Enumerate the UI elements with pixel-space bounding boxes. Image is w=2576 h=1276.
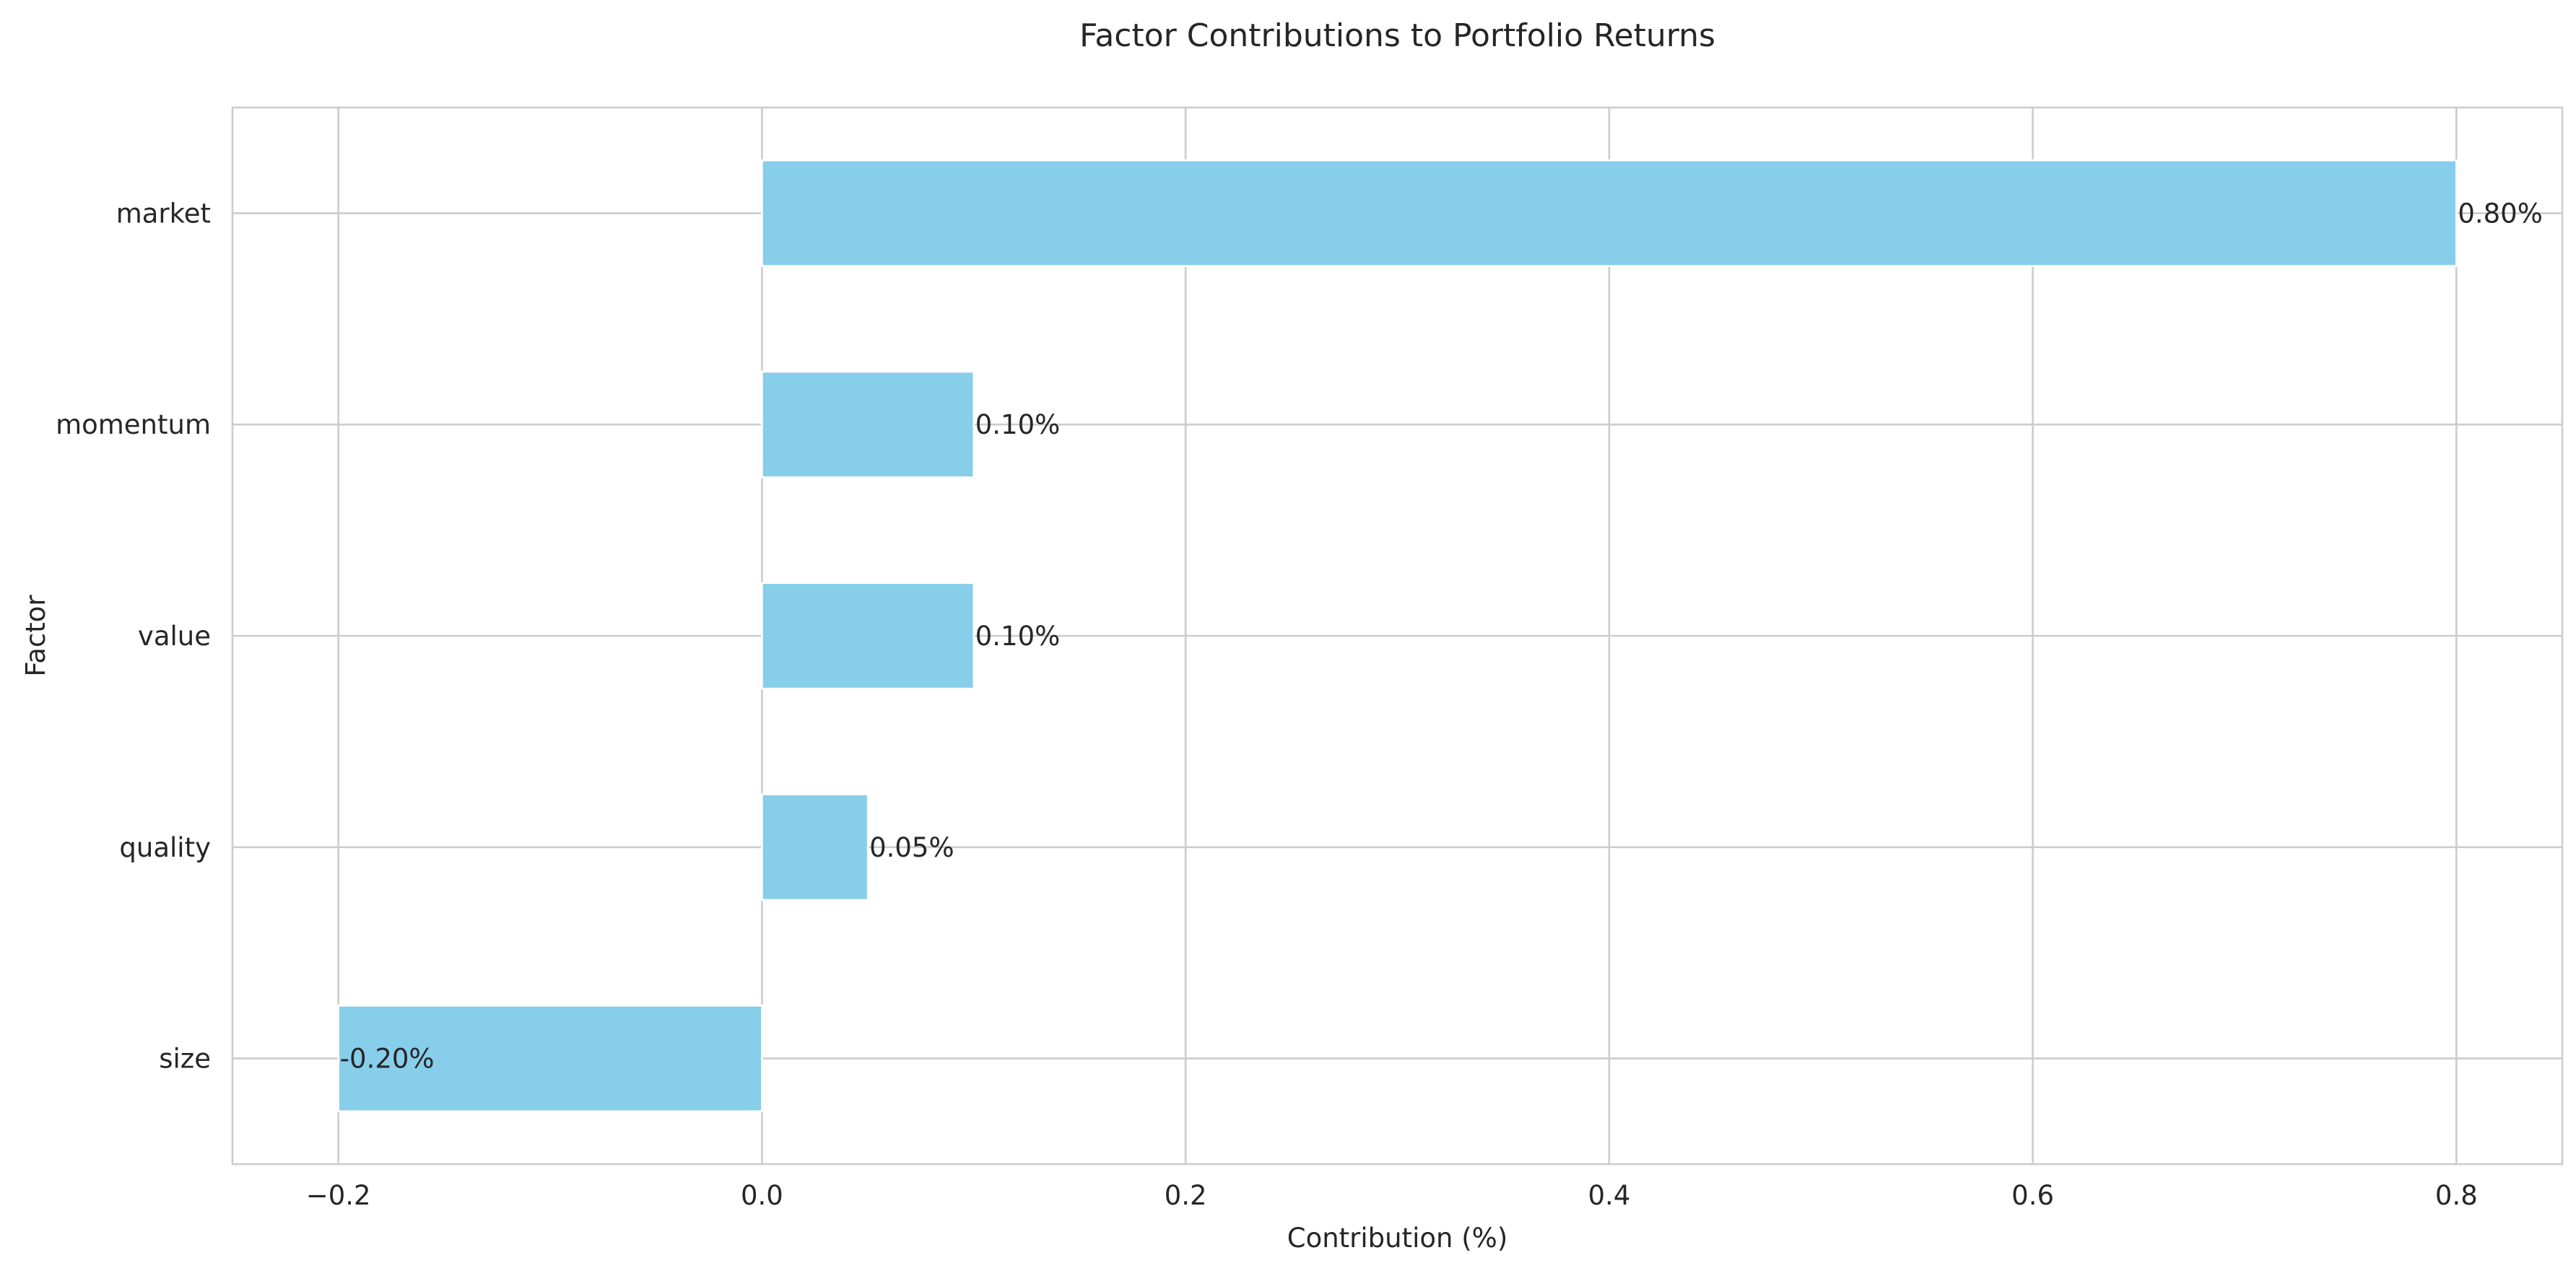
- x-tick-label: −0.2: [306, 1180, 371, 1211]
- y-tick-label: quality: [119, 832, 211, 863]
- bar-layer: [337, 159, 2458, 1113]
- y-tick-label: momentum: [56, 409, 211, 440]
- tick-label-layer: −0.2 0.0 0.2 0.4 0.6 0.8 market momentum value qu…: [56, 198, 2478, 1211]
- bar-momentum: [761, 370, 975, 478]
- data-label-quality: 0.05%: [869, 832, 954, 863]
- chart-title: Factor Contributions to Portfolio Return…: [1079, 17, 1715, 54]
- data-label-momentum: 0.10%: [975, 409, 1061, 440]
- bar-value: [761, 582, 975, 690]
- x-tick-label: 0.2: [1165, 1180, 1207, 1211]
- y-tick-label: market: [116, 198, 211, 229]
- x-tick-label: 0.8: [2435, 1180, 2478, 1211]
- y-tick-label: size: [159, 1044, 211, 1075]
- data-label-value: 0.10%: [975, 621, 1061, 652]
- y-tick-label: value: [138, 621, 211, 652]
- x-tick-label: 0.6: [2011, 1180, 2054, 1211]
- x-tick-label: 0.0: [741, 1180, 783, 1211]
- x-tick-label: 0.4: [1588, 1180, 1630, 1211]
- y-axis-label: Factor: [20, 595, 51, 677]
- bar-market: [761, 159, 2458, 267]
- data-label-market: 0.80%: [2458, 198, 2543, 229]
- bar-size: [337, 1005, 763, 1113]
- x-axis-label: Contribution (%): [1287, 1223, 1508, 1254]
- data-label-size: -0.20%: [340, 1044, 435, 1075]
- bar-quality: [761, 793, 869, 901]
- plot-frame: [231, 106, 2564, 1166]
- data-label-layer: 0.80% 0.10% 0.10% 0.05% -0.20%: [340, 198, 2543, 1074]
